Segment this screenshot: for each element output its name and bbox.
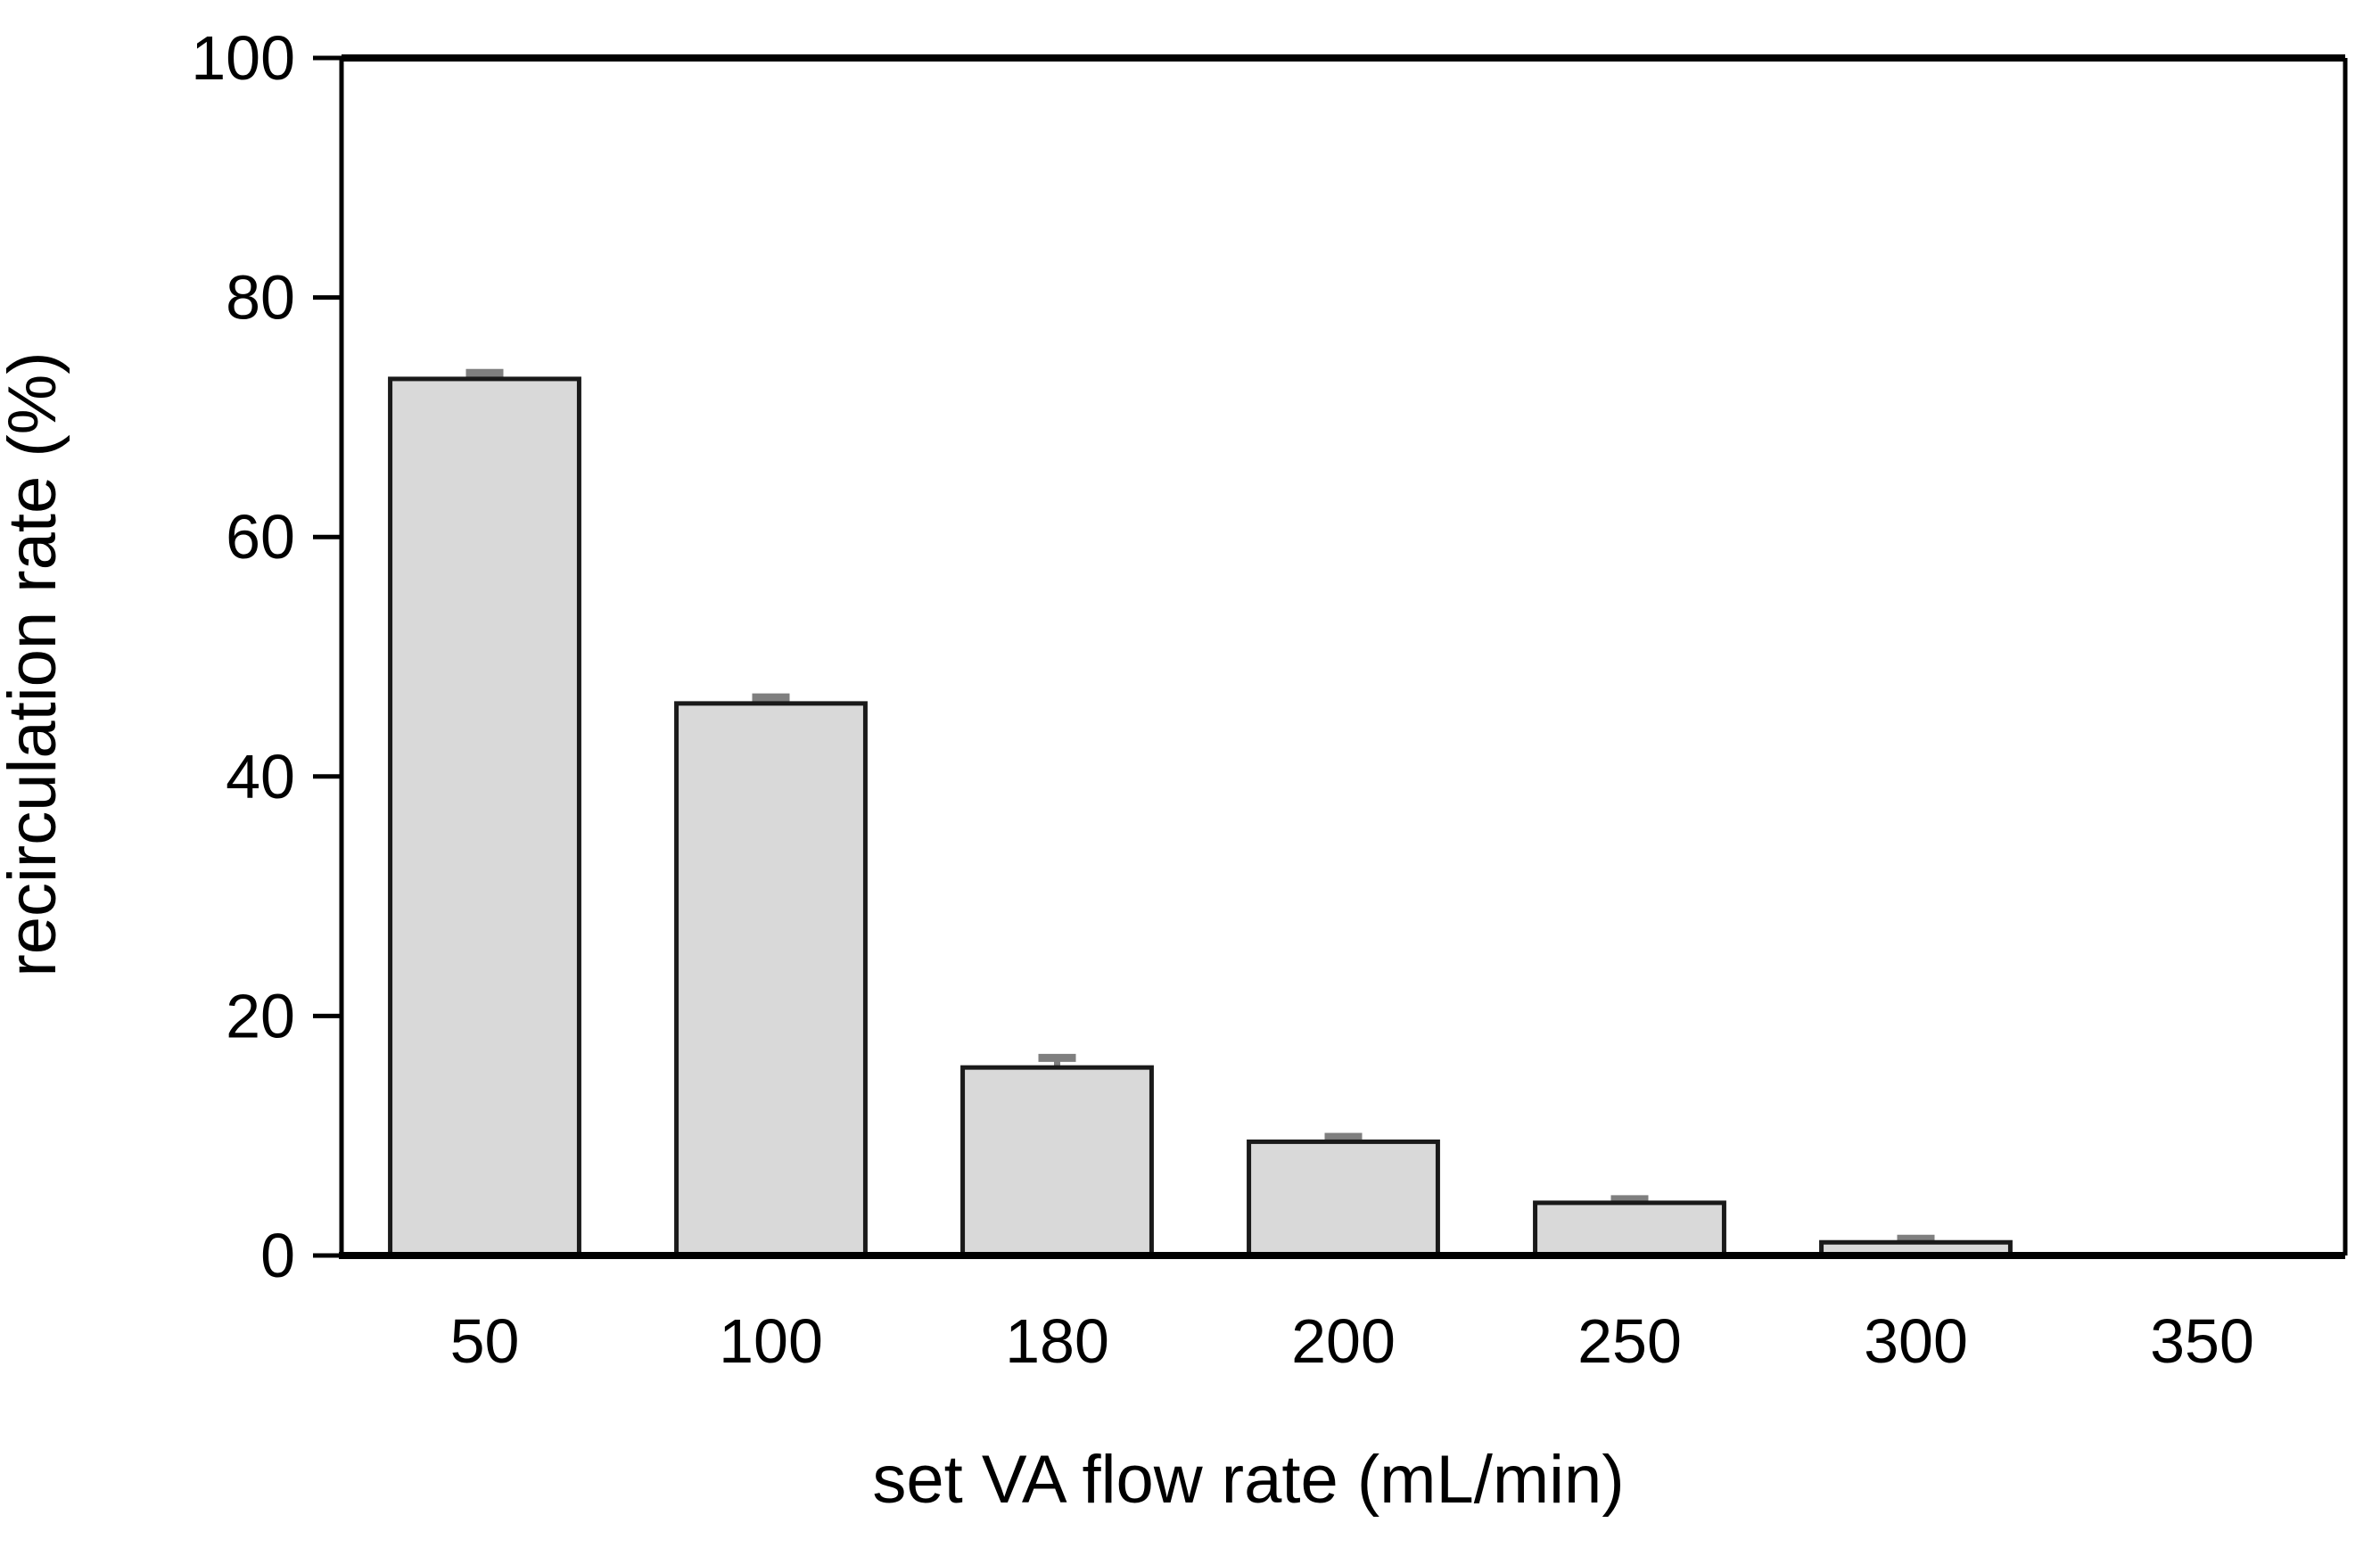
y-tick-label: 0 — [260, 1221, 295, 1290]
x-tick-label: 300 — [1864, 1306, 1968, 1376]
y-axis-title: recirculation rate (%) — [0, 351, 70, 976]
x-axis-labels-group: 50 100 180 200 250 300 350 — [450, 1306, 2254, 1376]
x-tick-label: 250 — [1577, 1306, 1682, 1376]
y-tick-label: 40 — [226, 742, 295, 811]
bar — [1247, 1139, 1440, 1258]
x-tick-label: 350 — [2150, 1306, 2254, 1376]
x-tick-label: 100 — [719, 1306, 823, 1376]
y-tick-label: 100 — [191, 23, 295, 93]
x-axis-title: set VA flow rate (mL/min) — [872, 1442, 1624, 1518]
bars-group — [388, 376, 2013, 1258]
x-tick-label: 200 — [1291, 1306, 1396, 1376]
bar — [1533, 1200, 1726, 1258]
y-axis-ticks-group: 0 20 40 60 80 100 — [191, 23, 342, 1290]
bar — [674, 701, 868, 1258]
y-tick-label: 80 — [226, 263, 295, 333]
x-tick-label: 180 — [1005, 1306, 1109, 1376]
axes-group — [339, 54, 2348, 1259]
y-tick-label: 20 — [226, 981, 295, 1050]
x-tick-label: 50 — [450, 1306, 520, 1376]
y-tick-label: 60 — [226, 502, 295, 572]
bar — [960, 1065, 1154, 1258]
bar — [388, 376, 581, 1258]
